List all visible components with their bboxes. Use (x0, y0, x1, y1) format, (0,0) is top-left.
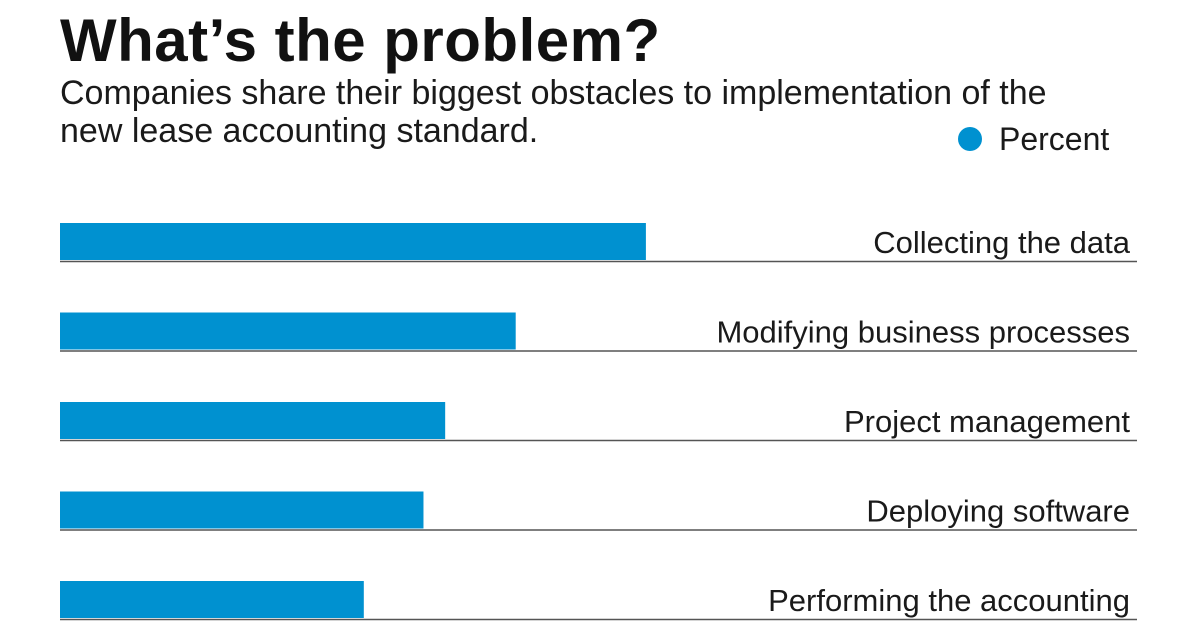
category-label-3: Deploying software (866, 494, 1130, 529)
category-label-4: Performing the accounting (768, 583, 1130, 618)
chart-title: What’s the problem? (60, 7, 661, 74)
bar-3 (60, 491, 424, 529)
category-label-2: Project management (844, 404, 1130, 439)
chart-subtitle: Companies share their biggest obstacles … (60, 74, 1047, 150)
legend-dot-icon (958, 127, 982, 151)
bar-0 (60, 223, 646, 260)
bar-1 (60, 312, 516, 350)
legend-label: Percent (999, 121, 1110, 157)
legend: Percent (958, 120, 1109, 158)
category-label-1: Modifying business processes (716, 315, 1130, 350)
bar-2 (60, 402, 446, 439)
category-label-0: Collecting the data (873, 225, 1131, 260)
bar-4 (60, 581, 364, 618)
